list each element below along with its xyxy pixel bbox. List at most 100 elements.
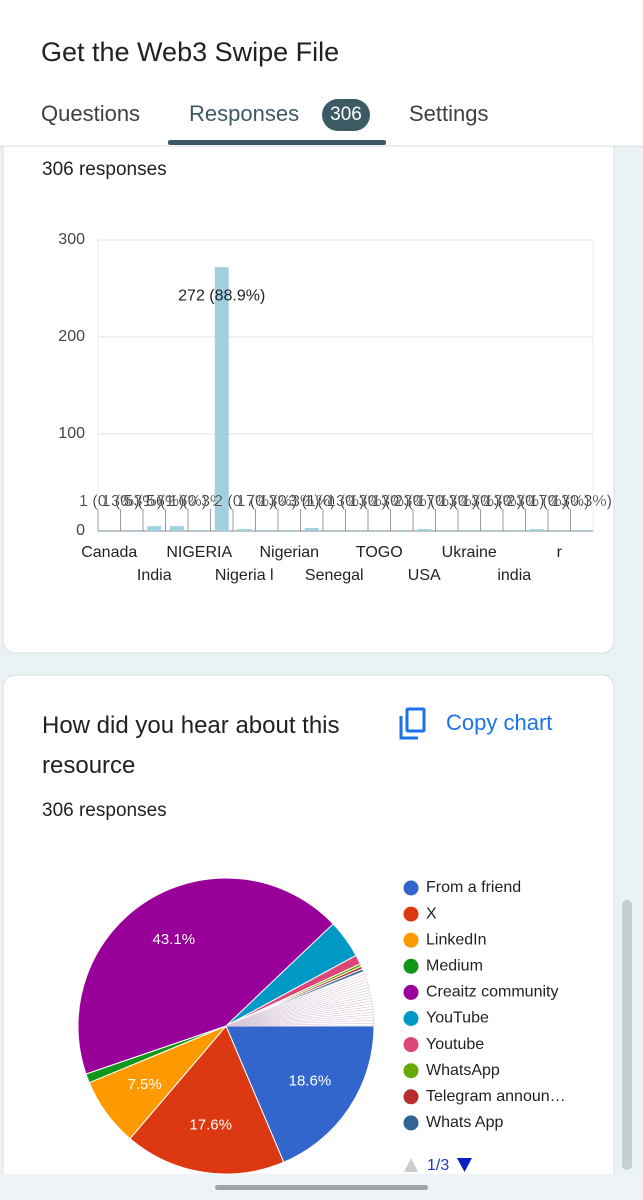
bar xyxy=(147,526,162,531)
form-title: Get the Web3 Swipe File xyxy=(41,37,339,67)
response-count: 306 responses xyxy=(42,800,167,821)
bar xyxy=(327,530,342,532)
bar xyxy=(574,530,589,532)
bar xyxy=(124,530,139,532)
bar xyxy=(259,530,274,532)
data-label: 1 (0.3%) xyxy=(259,493,319,510)
data-label: 1 (0.3%) xyxy=(304,493,364,510)
x-tick-label: Senegal xyxy=(305,567,364,584)
pie-slice xyxy=(129,1025,285,1175)
question-title: How did you hear about this resource xyxy=(42,712,340,779)
y-tick-label: 300 xyxy=(58,231,85,248)
legend-label: Whats App xyxy=(426,1114,503,1131)
bar xyxy=(484,530,499,532)
pie-slice xyxy=(225,1022,375,1027)
pie-slice xyxy=(225,1025,375,1163)
legend-label: Medium xyxy=(426,958,483,975)
data-label: 2 (0.7%) xyxy=(507,493,567,510)
bar xyxy=(417,529,432,531)
data-label: 1 (0.3%) xyxy=(327,493,387,510)
legend-swatch xyxy=(403,1063,419,1079)
pie-slice xyxy=(77,877,334,1075)
bar xyxy=(282,530,297,532)
tab[interactable]: Responses xyxy=(189,101,299,126)
data-label: 1 (0.3%) xyxy=(417,493,477,510)
x-tick-label: Nigerian xyxy=(259,544,319,561)
legend-label: Creaitz community xyxy=(426,984,558,1001)
legend-swatch xyxy=(403,1011,419,1026)
bar xyxy=(372,530,387,532)
legend-page: 1/3 xyxy=(427,1157,449,1174)
data-label: 3 (1%) xyxy=(288,493,335,510)
legend-swatch xyxy=(403,958,419,974)
bar xyxy=(304,528,319,531)
header xyxy=(0,0,643,146)
y-tick-label: 0 xyxy=(76,522,85,539)
legend-swatch xyxy=(403,1115,419,1131)
bar xyxy=(552,530,567,532)
bar xyxy=(102,530,117,532)
data-label: 1 (0.3%) xyxy=(79,493,139,510)
legend-swatch xyxy=(403,1089,419,1105)
response-count: 306 responses xyxy=(42,159,167,180)
bar xyxy=(349,530,364,532)
x-tick-label: Canada xyxy=(81,544,137,561)
legend-next[interactable] xyxy=(457,1158,472,1172)
scrollbar xyxy=(622,900,632,1170)
tab[interactable]: Settings xyxy=(409,101,489,126)
bar xyxy=(169,526,184,531)
x-tick-label: india xyxy=(497,567,531,584)
tab[interactable]: Questions xyxy=(41,101,140,126)
y-tick-label: 200 xyxy=(58,328,85,345)
x-tick-label: USA xyxy=(408,567,441,584)
data-label: 1 (0.3%) xyxy=(102,493,162,510)
data-label: 1 (0.3%) xyxy=(169,493,229,510)
legend-swatch xyxy=(403,984,419,1000)
x-tick-label: NIGERIA xyxy=(166,544,232,561)
bar xyxy=(462,530,477,532)
x-tick-label: India xyxy=(137,567,172,584)
data-label: 1 (0.3%) xyxy=(529,493,589,510)
slice-label: 43.1% xyxy=(153,931,196,948)
x-tick-label: r xyxy=(557,544,563,561)
legend-label: Youtube xyxy=(426,1036,484,1053)
data-label: 1 (0.3%) xyxy=(462,493,522,510)
x-tick-label: Nigeria l xyxy=(215,567,274,584)
data-label: 1 (0.3%) xyxy=(552,493,612,510)
data-label: 1 (0.3%) xyxy=(372,493,432,510)
data-label: 2 (0.7%) xyxy=(394,493,454,510)
bar xyxy=(192,530,207,532)
badge-text: 306 xyxy=(330,104,362,125)
bar xyxy=(439,530,454,532)
legend-swatch xyxy=(403,906,419,922)
bar xyxy=(507,530,522,532)
gesture-handle xyxy=(215,1185,428,1190)
bar xyxy=(214,267,229,531)
data-label: 5 (1.6%) xyxy=(124,493,184,510)
data-label: 1 (0.3%) xyxy=(237,493,297,510)
y-tick-label: 100 xyxy=(58,425,85,442)
bar xyxy=(237,529,252,531)
legend-label: WhatsApp xyxy=(426,1062,500,1079)
legend-label: From a friend xyxy=(426,879,521,896)
tab-indicator xyxy=(168,140,386,145)
bar xyxy=(394,530,409,532)
legend-label: LinkedIn xyxy=(426,931,487,948)
legend-label: YouTube xyxy=(426,1010,489,1027)
legend-label: Telegram announ… xyxy=(426,1088,566,1105)
legend-prev xyxy=(404,1158,418,1172)
slice-label: 7.5% xyxy=(128,1076,162,1093)
legend-swatch xyxy=(403,880,419,896)
data-label: 2 (0.7%) xyxy=(214,493,274,510)
data-label: 1 (0.3%) xyxy=(439,493,499,510)
copy-chart-button[interactable]: Copy chart xyxy=(446,710,552,735)
data-label: 272 (88.9%) xyxy=(178,287,265,304)
data-label: 1 (0.3%) xyxy=(484,493,544,510)
x-tick-label: TOGO xyxy=(356,544,403,561)
copy-icon[interactable] xyxy=(399,707,426,740)
x-tick-label: Ukraine xyxy=(442,544,497,561)
data-label: 5 (1.6%) xyxy=(147,493,207,510)
legend-swatch xyxy=(403,1037,419,1053)
slice-label: 18.6% xyxy=(289,1073,332,1090)
